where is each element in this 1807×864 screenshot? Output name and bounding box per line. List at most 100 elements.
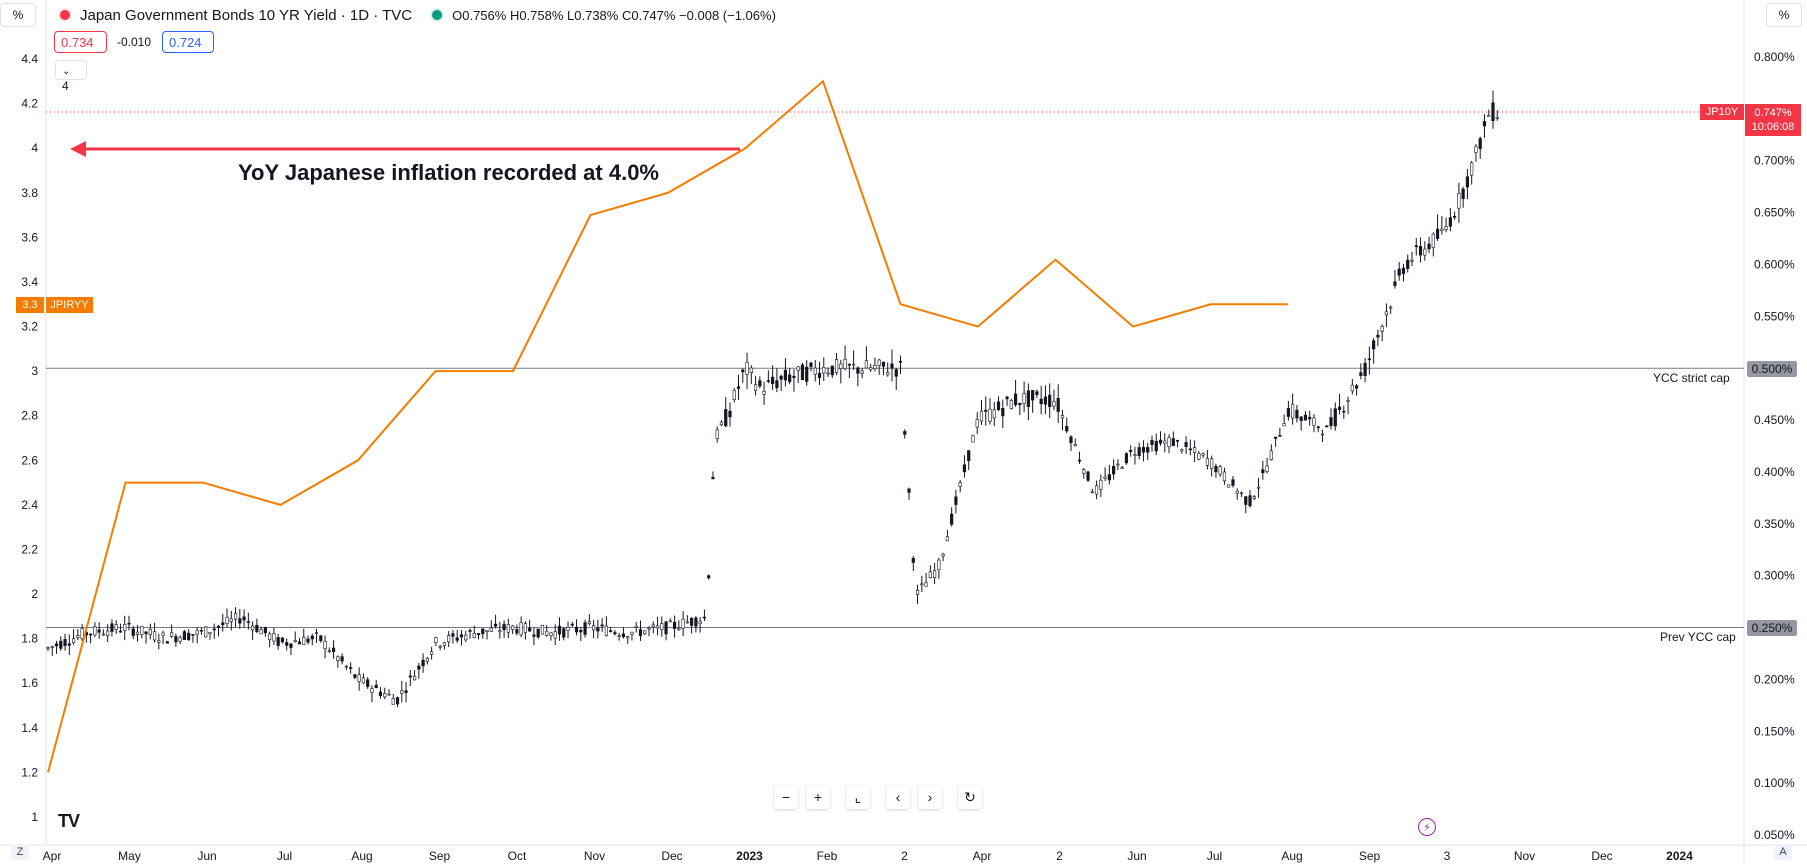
candle-body (1491, 102, 1495, 122)
candle-body (1286, 408, 1290, 417)
candle-body (89, 633, 93, 636)
left-scale-unit-button[interactable]: % (0, 3, 36, 27)
reset-scale-button[interactable]: ⌞ (846, 785, 870, 809)
candle-body (557, 625, 562, 635)
candle-body (869, 367, 873, 371)
candle-body (1035, 391, 1039, 395)
candle-body (800, 364, 805, 381)
jpiryy-value-tag: 3.3 (16, 297, 44, 313)
left-tick-label: 2.2 (21, 542, 38, 556)
candle-body (630, 631, 634, 635)
left-tick-label: 3 (31, 364, 38, 378)
candle-body (583, 622, 587, 635)
candle-body (788, 374, 792, 383)
candle-body (540, 624, 545, 635)
candle-body (903, 431, 907, 435)
candle-body (1474, 146, 1478, 153)
candle-body (50, 646, 54, 648)
candle-body (681, 618, 685, 629)
candle-body (519, 622, 523, 636)
candle-body (1184, 442, 1188, 447)
candle-body (881, 361, 886, 367)
time-tick-label: 3 (1444, 849, 1451, 863)
candle-body (1005, 396, 1009, 400)
candle-body (809, 362, 813, 367)
candle-body (378, 691, 383, 697)
candle-body (694, 617, 698, 627)
jpiryy-line (47, 79, 1288, 773)
lightning-icon[interactable]: ⚡ (1418, 818, 1436, 836)
zoom-in-button[interactable]: + (806, 785, 830, 809)
candle-body (779, 375, 783, 380)
bid-price-button[interactable]: 0.734 (54, 31, 107, 53)
candle-body (826, 372, 830, 375)
candle-body (1060, 415, 1065, 419)
candle-body (489, 627, 493, 632)
candle-body (1116, 463, 1120, 466)
candle-body (1235, 490, 1239, 494)
left-tick-label: 1.6 (21, 676, 38, 690)
indicators-toggle-button[interactable]: ⌄ 4 (55, 60, 87, 93)
candle-body (357, 674, 361, 682)
chevron-right-icon: › (927, 789, 933, 805)
ask-price-button[interactable]: 0.724 (162, 31, 214, 53)
annotation-text[interactable]: YoY Japanese inflation recorded at 4.0% (238, 160, 659, 185)
candle-body (511, 625, 515, 630)
candle-body (493, 623, 498, 627)
candle-body (1453, 216, 1457, 218)
candle-body (1210, 458, 1214, 470)
candle-body (472, 632, 476, 638)
candle-body (1082, 469, 1086, 474)
candle-body (1359, 372, 1363, 376)
tradingview-logo[interactable]: TV (58, 811, 80, 831)
candle-body (476, 633, 481, 636)
candle-body (1367, 358, 1371, 361)
candle-body (1231, 479, 1235, 486)
candle-body (950, 513, 954, 525)
right-scale-unit-button[interactable]: % (1766, 3, 1802, 27)
timezone-z-button[interactable]: Z (11, 844, 29, 860)
candle-body (984, 409, 988, 412)
candle-body (1043, 396, 1048, 405)
candle-body (421, 659, 425, 667)
candle-body (928, 571, 932, 579)
candle-body (71, 638, 76, 644)
candle-body (762, 391, 766, 395)
candle-body (498, 630, 502, 633)
candle-body (408, 675, 412, 678)
candle-body (1329, 417, 1333, 426)
candle-body (366, 679, 370, 687)
candle-body (425, 657, 429, 662)
scroll-right-button[interactable]: › (918, 785, 942, 809)
zoom-out-button[interactable]: − (774, 785, 798, 809)
jp10y-price-tag: 0.747% 10:06:08 (1745, 104, 1801, 136)
right-tick-label: 0.600% (1754, 257, 1795, 271)
scroll-left-button[interactable]: ‹ (886, 785, 910, 809)
symbol-legend[interactable]: Japan Government Bonds 10 YR Yield · 1D … (60, 4, 776, 26)
candle-body (1414, 245, 1418, 247)
candle-body (144, 631, 148, 635)
time-tick-label: Apr (43, 849, 62, 863)
candle-body (579, 629, 583, 633)
candle-body (297, 641, 302, 645)
candle-body (387, 693, 391, 696)
candle-body (101, 633, 106, 636)
candle-body (1090, 491, 1094, 494)
candle-body (242, 616, 246, 621)
time-tick-label: 2 (901, 849, 908, 863)
symbol-title[interactable]: Japan Government Bonds 10 YR Yield · 1D … (80, 6, 413, 24)
candle-body (289, 643, 293, 648)
candle-body (1048, 394, 1052, 407)
candle-body (255, 624, 259, 632)
left-tick-label: 2 (31, 587, 38, 601)
candle-body (152, 631, 157, 641)
auto-scale-button[interactable]: A (1774, 844, 1792, 860)
candle-body (1393, 281, 1397, 286)
candle-body (907, 488, 911, 493)
time-tick-label: 2023 (736, 849, 763, 863)
reset-chart-button[interactable]: ↻ (958, 785, 982, 809)
candle-body (536, 628, 540, 638)
time-tick-label: Aug (1281, 849, 1302, 863)
candle-body (212, 628, 216, 631)
